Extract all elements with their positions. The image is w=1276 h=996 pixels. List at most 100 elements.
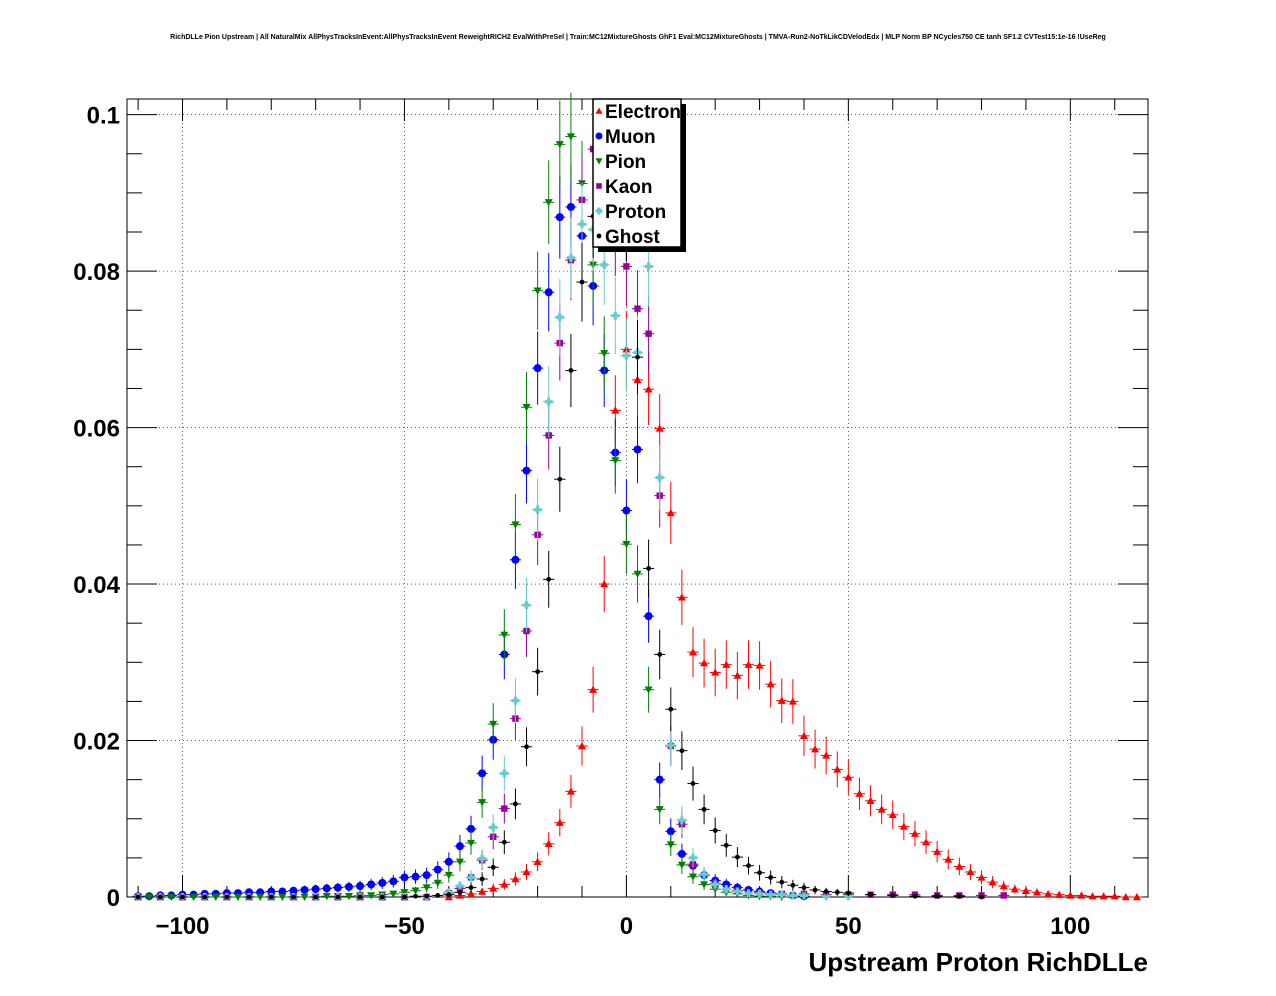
y-tick-label: 0.04 [73, 572, 120, 599]
muon-point [267, 887, 276, 896]
muon-point [655, 775, 664, 784]
muon-point [633, 445, 642, 454]
ghost-point [291, 894, 296, 900]
ghost-point [834, 889, 840, 895]
legend-marker-proton [595, 207, 603, 215]
electron-point [722, 660, 731, 668]
muon-point [622, 506, 631, 515]
muon-point [467, 824, 476, 833]
pion-point [167, 893, 176, 901]
legend-entry-kaon: Kaon [596, 177, 653, 198]
pion-point [367, 892, 376, 900]
y-tick-label: 0.1 [87, 103, 120, 130]
pion-point [411, 887, 420, 895]
pion-point [644, 686, 653, 694]
pion-point [400, 889, 409, 897]
ghost-point [135, 894, 141, 900]
electron-point [578, 742, 587, 750]
legend-label-muon: Muon [605, 127, 656, 148]
muon-point [544, 288, 553, 297]
electron-point [611, 406, 620, 414]
proton-point [511, 696, 520, 705]
proton-point [500, 769, 509, 778]
electron-point [1066, 891, 1075, 899]
proton-point [522, 601, 531, 610]
legend-label-kaon: Kaon [605, 177, 653, 198]
ghost-point [202, 894, 208, 900]
pion-point [389, 890, 398, 898]
electron-point [933, 847, 942, 855]
pion-point [211, 893, 220, 901]
electron-point [711, 668, 720, 676]
ghost-point [979, 894, 984, 900]
legend-marker-muon [595, 132, 603, 140]
pion-point [611, 457, 620, 465]
muon-point [722, 880, 731, 889]
muon-point [411, 872, 420, 881]
electron-point [788, 697, 797, 705]
electron-point [1121, 893, 1130, 901]
pion-point [444, 871, 453, 880]
x-tick-label: −50 [384, 913, 425, 940]
ghost-point [535, 669, 541, 675]
electron-point [766, 680, 775, 688]
pion-point [522, 404, 531, 412]
proton-point [555, 313, 564, 322]
proton-point [766, 890, 775, 899]
pion-point [555, 141, 564, 149]
muon-point [322, 884, 331, 893]
proton-point [566, 253, 575, 262]
proton-point [544, 397, 553, 406]
muon-point [300, 885, 309, 894]
electron-point [1110, 892, 1119, 900]
ghost-point [568, 368, 574, 373]
legend-label-proton: Proton [605, 202, 666, 223]
electron-point [822, 751, 831, 759]
electron-point [1010, 885, 1019, 893]
pion-point [622, 540, 631, 549]
ghost-point [845, 890, 851, 896]
ghost-point [912, 893, 918, 899]
ghost-point [635, 354, 640, 360]
electron-point [467, 889, 476, 898]
proton-point [799, 891, 808, 900]
muon-point [367, 880, 376, 889]
chart-title: RichDLLe Pion Upstream | All NaturalMix … [170, 34, 1106, 41]
electron-point [733, 671, 742, 679]
muon-point [644, 612, 653, 621]
legend-marker-pion [595, 158, 603, 165]
electron-point [844, 773, 853, 781]
pion-point [189, 893, 198, 901]
muon-point [356, 882, 365, 891]
y-tick-label: 0 [107, 885, 120, 912]
electron-point [988, 878, 997, 886]
electron-point [1055, 890, 1064, 898]
ghost-point [501, 839, 507, 845]
electron-point [677, 593, 686, 601]
electron-point [899, 822, 908, 830]
electron-point [700, 659, 709, 667]
electron-point [1077, 891, 1086, 899]
pion-point [655, 806, 664, 814]
ghost-point [812, 887, 818, 893]
pion-point [633, 570, 642, 578]
ghost-point [723, 842, 729, 848]
proton-point [822, 892, 831, 901]
ghost-point [402, 894, 407, 900]
electron-point [799, 731, 808, 740]
x-tick-label: −100 [155, 913, 209, 940]
ghost-point [435, 893, 441, 898]
electron-point [666, 508, 675, 517]
pion-point [489, 720, 498, 729]
proton-point [600, 260, 609, 269]
electron-point [1033, 888, 1042, 896]
kaon-point [1000, 892, 1007, 899]
electron-point [866, 796, 875, 804]
ghost-point [457, 889, 463, 895]
muon-point [333, 883, 342, 892]
electron-point [1088, 892, 1097, 900]
electron-point [1132, 893, 1141, 901]
electron-point [1021, 886, 1030, 894]
ghost-point [157, 894, 163, 900]
ghost-point [956, 893, 962, 899]
